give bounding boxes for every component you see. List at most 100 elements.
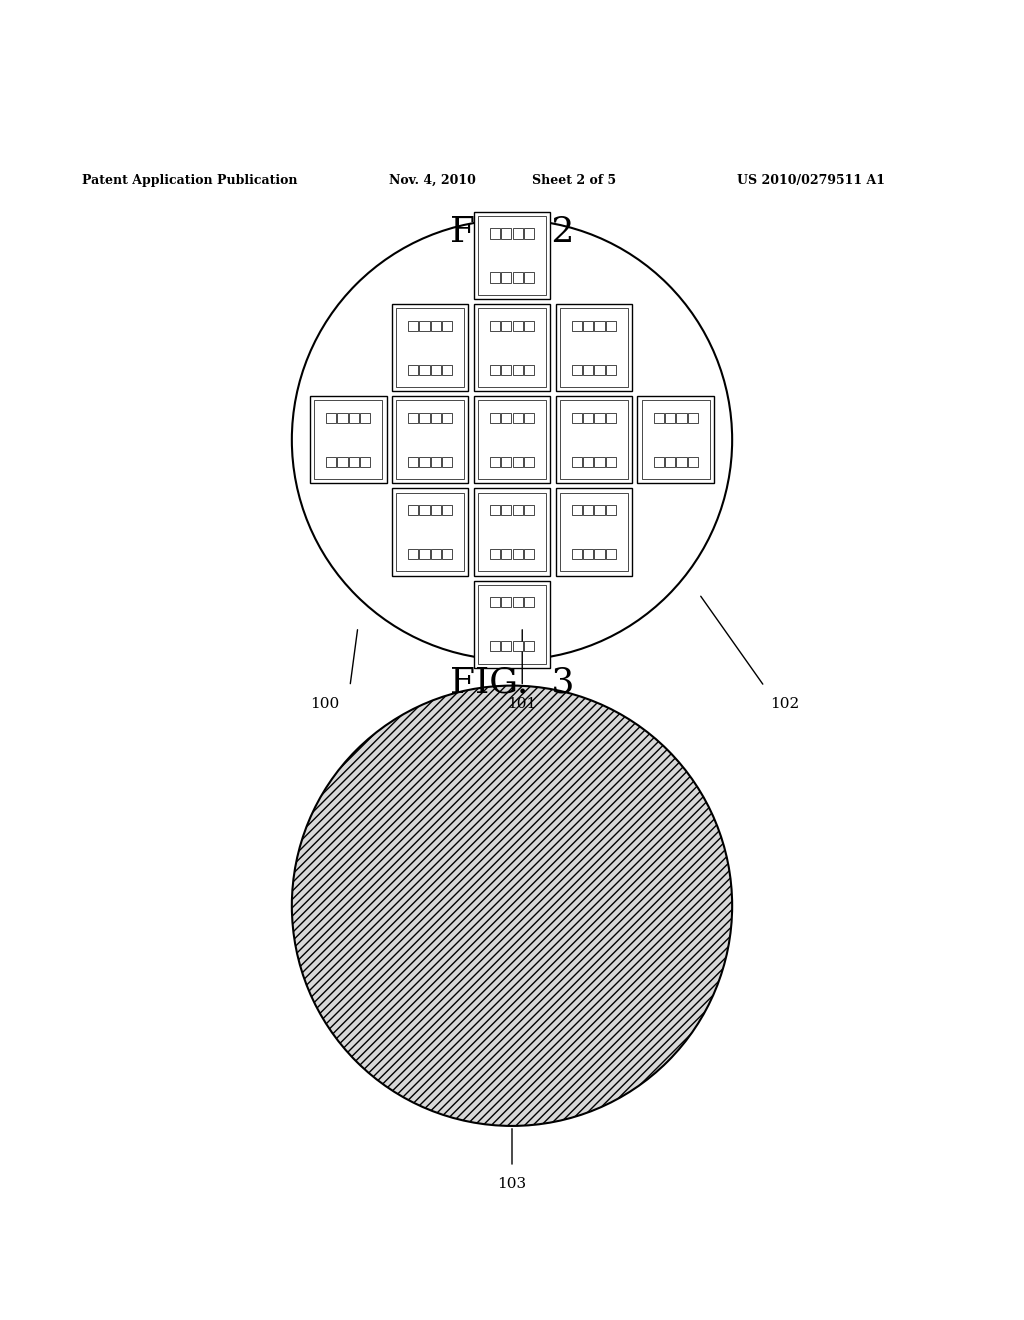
Bar (490, 597, 501, 607)
Bar (473, 581, 551, 668)
Bar (477, 492, 547, 572)
Bar (502, 364, 512, 375)
Bar (594, 413, 604, 422)
Bar (442, 413, 453, 422)
Bar (420, 364, 430, 375)
Bar (420, 321, 430, 331)
Bar (502, 272, 512, 282)
Bar (490, 413, 501, 422)
Text: FIG.  3: FIG. 3 (450, 665, 574, 700)
Bar (559, 309, 628, 387)
Bar (348, 457, 359, 467)
Bar (473, 396, 551, 483)
Bar (431, 504, 441, 515)
Bar (490, 364, 501, 375)
Bar (348, 413, 359, 422)
Bar (584, 549, 594, 560)
Bar (571, 549, 582, 560)
Bar (490, 321, 501, 331)
Bar (431, 364, 441, 375)
Bar (490, 549, 501, 560)
Bar (395, 309, 465, 387)
Bar (309, 396, 387, 483)
Bar (502, 413, 512, 422)
Bar (555, 488, 632, 576)
Bar (524, 228, 535, 239)
Bar (571, 504, 582, 515)
Bar (490, 457, 501, 467)
Bar (594, 364, 604, 375)
Bar (326, 457, 336, 467)
Bar (559, 492, 628, 572)
Bar (641, 400, 711, 479)
Bar (490, 504, 501, 515)
Bar (490, 272, 501, 282)
Bar (502, 549, 512, 560)
Bar (637, 396, 715, 483)
Bar (442, 364, 453, 375)
Bar (594, 549, 604, 560)
Bar (513, 549, 523, 560)
Text: Sheet 2 of 5: Sheet 2 of 5 (532, 174, 616, 186)
Bar (571, 364, 582, 375)
Bar (490, 228, 501, 239)
Bar (513, 642, 523, 651)
Bar (473, 213, 551, 300)
Bar (524, 364, 535, 375)
Bar (513, 228, 523, 239)
Bar (524, 504, 535, 515)
Bar (420, 504, 430, 515)
Bar (395, 400, 465, 479)
Bar (420, 457, 430, 467)
Bar (555, 304, 632, 391)
Bar (606, 504, 616, 515)
Bar (654, 457, 665, 467)
Bar (391, 488, 469, 576)
Bar (338, 457, 348, 467)
Text: FIG.  2: FIG. 2 (450, 215, 574, 248)
Bar (677, 413, 687, 422)
Bar (666, 457, 676, 467)
Bar (524, 413, 535, 422)
Bar (420, 549, 430, 560)
Bar (524, 642, 535, 651)
Bar (408, 549, 419, 560)
Bar (477, 309, 547, 387)
Bar (391, 304, 469, 391)
Bar (513, 272, 523, 282)
Bar (594, 457, 604, 467)
Bar (502, 597, 512, 607)
Bar (360, 457, 371, 467)
Bar (571, 413, 582, 422)
Bar (338, 413, 348, 422)
Bar (408, 413, 419, 422)
Bar (408, 364, 419, 375)
Bar (584, 364, 594, 375)
Bar (606, 413, 616, 422)
Bar (431, 457, 441, 467)
Bar (513, 364, 523, 375)
Bar (490, 642, 501, 651)
Bar (442, 321, 453, 331)
Text: 101: 101 (508, 697, 537, 710)
Bar (513, 413, 523, 422)
Bar (513, 504, 523, 515)
Bar (442, 457, 453, 467)
Bar (584, 504, 594, 515)
Bar (473, 304, 551, 391)
Bar (513, 321, 523, 331)
Bar (555, 396, 632, 483)
Circle shape (292, 685, 732, 1126)
Bar (571, 457, 582, 467)
Bar (584, 413, 594, 422)
Bar (666, 413, 676, 422)
Bar (431, 321, 441, 331)
Bar (584, 321, 594, 331)
Bar (477, 400, 547, 479)
Bar (688, 457, 698, 467)
Text: 100: 100 (309, 697, 339, 710)
Bar (606, 364, 616, 375)
Bar (477, 216, 547, 294)
Bar (654, 413, 665, 422)
Text: 103: 103 (498, 1177, 526, 1191)
